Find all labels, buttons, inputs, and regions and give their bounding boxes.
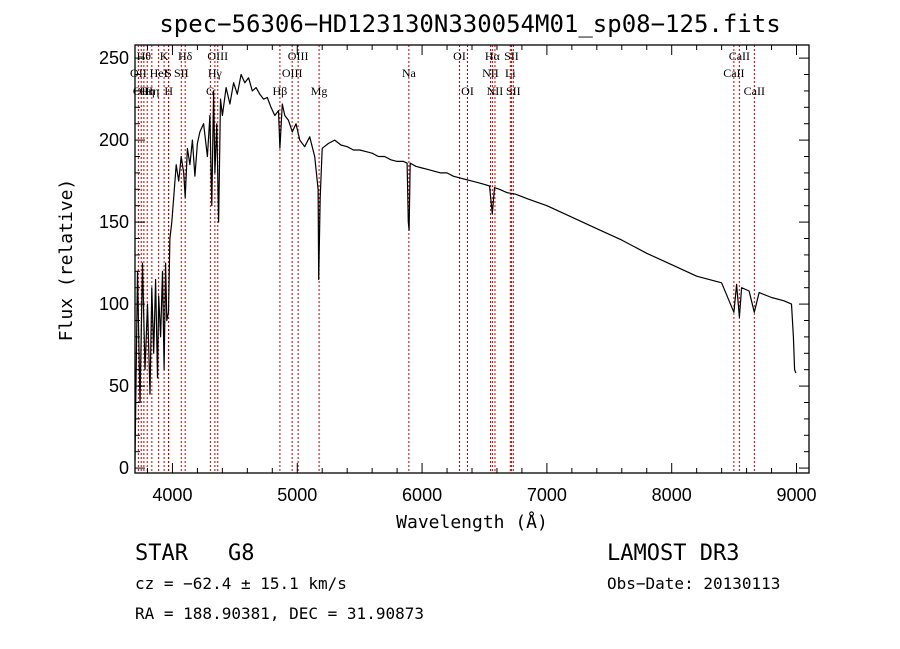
y-tick-label: 200	[99, 130, 129, 150]
y-tick-label: 150	[99, 212, 129, 232]
spectral-line-label: Li	[505, 66, 516, 80]
spectral-line-label: Hα	[485, 49, 501, 63]
y-tick-label: 250	[99, 48, 129, 68]
observation-date: Obs−Date: 20130113	[607, 574, 780, 593]
spectral-line-label: OIII	[288, 49, 309, 63]
x-tick-label: 8000	[652, 485, 692, 505]
spectral-line-label: Hβ	[273, 84, 288, 98]
spectrum-series-line	[134, 73, 797, 460]
spectral-line-label: G	[206, 84, 215, 98]
spectral-line-label: S	[165, 66, 172, 80]
sky-coordinates: RA = 188.90381, DEC = 31.90873	[135, 604, 424, 623]
spectral-line-labels: OIIOIIHθHηHηHeIKSHSIIHδGHγOIIIHβOIIIOIII…	[130, 49, 765, 98]
spectral-line-label: Na	[402, 66, 417, 80]
x-tick-label: 6000	[402, 485, 442, 505]
plot-frame	[134, 44, 810, 474]
x-tick-label: 9000	[776, 485, 816, 505]
spectral-line-label: HeI	[150, 66, 168, 80]
y-axis-label: Flux (relative)	[56, 179, 77, 342]
object-subclass: G8	[228, 541, 255, 566]
spectral-line-label: OIII	[282, 66, 303, 80]
spectral-line-label: CaII	[729, 49, 750, 63]
spectral-line-markers	[137, 45, 755, 473]
chart-title: spec−56306−HD123130N330054M01_sp08−125.f…	[159, 10, 780, 38]
spectral-line-label: CaII	[723, 66, 744, 80]
spectral-line-label: OI	[453, 49, 466, 63]
y-tick-label: 100	[99, 294, 129, 314]
redshift-velocity: cz = −62.4 ± 15.1 km/s	[135, 574, 347, 593]
spectral-line-label: OIII	[207, 49, 228, 63]
spectral-line-label: Hδ	[178, 49, 193, 63]
spectral-line-label: CaII	[744, 84, 765, 98]
spectral-line-label: NII	[482, 66, 499, 80]
spectral-line-label: Hη	[140, 84, 155, 98]
spectral-line-label: K	[160, 49, 169, 63]
x-axis-ticks: 4000 5000 6000 7000 8000 9000	[146, 45, 817, 505]
spectral-line-label: OII	[133, 84, 150, 98]
x-tick-label: 4000	[152, 485, 192, 505]
x-axis-label: Wavelength (Å)	[396, 511, 548, 533]
spectral-line-label: Hθ	[137, 49, 152, 63]
survey-name: LAMOST DR3	[607, 541, 739, 566]
spectral-line-label: NII	[487, 84, 504, 98]
spectral-line-label: OII	[130, 66, 147, 80]
object-class: STAR	[135, 541, 189, 566]
y-tick-label: 0	[119, 458, 129, 478]
x-tick-label: 7000	[527, 485, 567, 505]
spectral-line-label: OI	[461, 84, 474, 98]
spectral-line-label: Hγ	[208, 66, 223, 80]
x-tick-label: 5000	[277, 485, 317, 505]
spectral-line-label: SII	[504, 49, 519, 63]
spectral-line-label: SII	[174, 66, 189, 80]
y-tick-label: 50	[109, 376, 129, 396]
y-axis-ticks: 0 50 100 150 200 250	[99, 48, 809, 478]
spectral-line-label: H	[164, 84, 173, 98]
spectral-line-label: Hη	[144, 84, 159, 98]
spectral-line-label: SII	[506, 84, 521, 98]
spectral-line-label: Mg	[311, 84, 328, 98]
